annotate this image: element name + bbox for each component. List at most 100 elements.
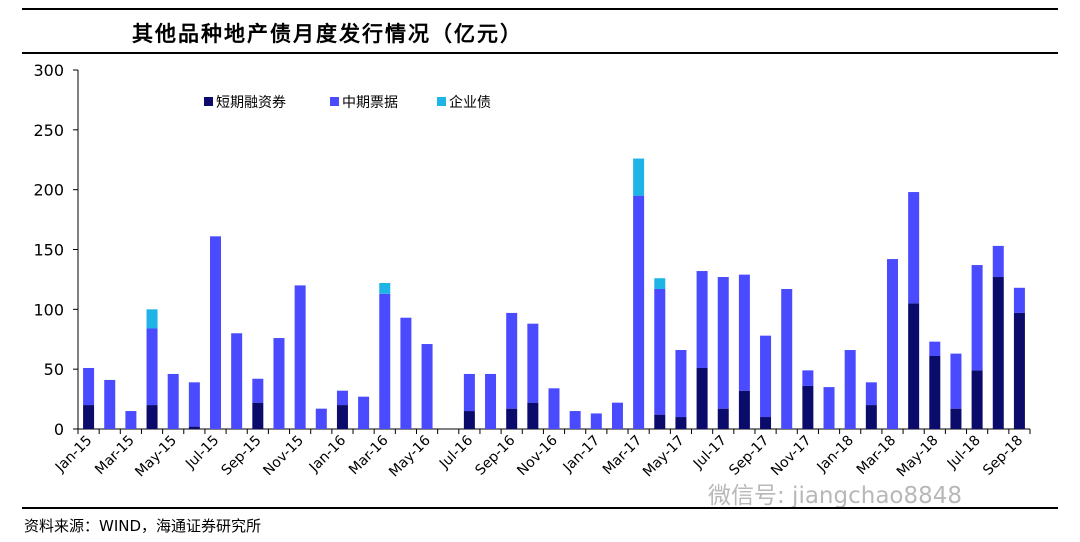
bar-short-term-Feb-18 xyxy=(865,405,877,429)
bar-short-term-May-17 xyxy=(675,417,687,429)
bar-medium-term-Apr-16 xyxy=(400,317,412,429)
bar-medium-term-Aug-17 xyxy=(738,274,750,391)
bar-medium-term-Sep-17 xyxy=(760,335,772,418)
bar-medium-term-Aug-16 xyxy=(485,373,497,429)
bar-medium-term-Jul-15 xyxy=(210,236,222,429)
bar-medium-term-May-16 xyxy=(421,344,433,429)
x-tick-label: Jul-17 xyxy=(690,433,730,473)
legend-label: 中期票据 xyxy=(342,95,398,111)
bar-short-term-Jul-16 xyxy=(463,411,475,429)
bar-short-term-Jan-16 xyxy=(336,405,348,429)
bar-short-term-Nov-17 xyxy=(802,385,814,429)
bar-medium-term-Apr-17 xyxy=(654,288,666,415)
bar-medium-term-Feb-17 xyxy=(611,402,623,429)
bar-medium-term-May-15 xyxy=(167,373,179,429)
bar-medium-term-Jun-17 xyxy=(696,271,708,368)
bar-short-term-Jun-18 xyxy=(950,408,962,429)
bar-enterprise-Mar-17 xyxy=(633,158,645,196)
legend-swatch xyxy=(437,97,446,106)
bar-short-term-Aug-17 xyxy=(738,390,750,429)
watermark: 微信号: jiangchao8848 xyxy=(708,483,963,509)
x-tick-label: Mar-15 xyxy=(92,433,138,479)
bar-medium-term-Jan-18 xyxy=(844,350,856,429)
bar-medium-term-Mar-18 xyxy=(886,259,898,429)
y-tick-label: 250 xyxy=(33,121,64,140)
bar-medium-term-Nov-16 xyxy=(548,388,560,429)
bar-medium-term-Dec-15 xyxy=(315,408,327,429)
bar-medium-term-Jul-16 xyxy=(463,373,475,412)
source-note: 资料来源：WIND，海通证券研究所 xyxy=(24,517,262,535)
bar-enterprise-Apr-17 xyxy=(654,278,666,289)
bar-short-term-Jul-17 xyxy=(717,408,729,429)
bar-medium-term-Feb-18 xyxy=(865,382,877,406)
legend-swatch xyxy=(330,97,339,106)
bar-short-term-Apr-18 xyxy=(908,303,920,429)
top-rule xyxy=(22,8,1058,10)
x-tick-label: Jan-17 xyxy=(560,433,603,476)
bar-medium-term-Mar-17 xyxy=(633,195,645,429)
x-tick-label: Nov-15 xyxy=(260,433,307,480)
bar-short-term-Aug-18 xyxy=(992,277,1004,429)
bar-medium-term-Jan-17 xyxy=(590,413,602,429)
bar-short-term-Apr-15 xyxy=(146,405,158,429)
y-tick-label: 150 xyxy=(33,241,64,260)
bar-short-term-Jul-18 xyxy=(971,370,983,429)
bar-medium-term-Nov-15 xyxy=(294,285,306,429)
bar-medium-term-Dec-17 xyxy=(823,387,835,429)
x-tick-label: Nov-16 xyxy=(514,432,561,479)
bar-medium-term-Feb-16 xyxy=(358,396,370,429)
bottom-rule xyxy=(22,507,1058,509)
x-tick-label: Sep-17 xyxy=(726,433,772,479)
bar-medium-term-Jan-16 xyxy=(336,390,348,406)
x-tick-label: Sep-16 xyxy=(472,432,518,478)
x-tick-label: Mar-18 xyxy=(854,433,900,479)
bar-medium-term-Sep-18 xyxy=(1013,287,1025,313)
y-tick-label: 300 xyxy=(33,61,64,80)
x-tick-label: May-17 xyxy=(640,433,688,481)
bar-medium-term-Apr-15 xyxy=(146,328,158,406)
bar-short-term-Jun-17 xyxy=(696,367,708,429)
y-tick-label: 100 xyxy=(33,300,64,319)
x-tick-label: Jan-15 xyxy=(52,433,95,476)
x-tick-label: Mar-17 xyxy=(600,433,646,479)
bar-medium-term-Jul-17 xyxy=(717,277,729,409)
bar-short-term-Sep-15 xyxy=(252,402,264,429)
legend-label: 短期融资券 xyxy=(216,95,286,111)
x-tick-label: Mar-16 xyxy=(346,432,392,478)
bar-medium-term-Jun-18 xyxy=(950,353,962,409)
x-tick-label: May-18 xyxy=(894,433,942,481)
bar-medium-term-Oct-17 xyxy=(781,288,793,429)
bar-medium-term-Jun-15 xyxy=(188,382,200,427)
x-tick-label: Sep-15 xyxy=(219,433,265,479)
bar-medium-term-Mar-16 xyxy=(379,293,391,429)
bar-short-term-Sep-18 xyxy=(1013,312,1025,429)
bar-medium-term-Dec-16 xyxy=(569,411,581,429)
legend-label: 企业债 xyxy=(449,94,491,111)
x-tick-label: Jul-18 xyxy=(944,433,984,473)
bar-medium-term-Aug-15 xyxy=(231,333,243,429)
bar-enterprise-Apr-15 xyxy=(146,309,158,329)
bar-short-term-Apr-17 xyxy=(654,414,666,429)
x-tick-label: Sep-18 xyxy=(980,433,1026,479)
x-tick-label: Jul-15 xyxy=(182,433,222,473)
x-tick-label: Jul-16 xyxy=(436,432,476,472)
bar-medium-term-Oct-16 xyxy=(527,323,539,403)
bar-short-term-May-18 xyxy=(929,356,941,429)
x-tick-label: Jan-16 xyxy=(306,432,350,476)
x-tick-label: Nov-17 xyxy=(768,433,815,480)
bar-medium-term-Feb-15 xyxy=(104,379,116,429)
bar-short-term-Sep-17 xyxy=(760,417,772,429)
bar-short-term-Jan-15 xyxy=(83,405,95,429)
bar-medium-term-Sep-16 xyxy=(506,312,518,409)
chart-title: 其他品种地产债月度发行情况（亿元） xyxy=(132,22,523,46)
bar-medium-term-Apr-18 xyxy=(908,192,920,304)
bar-medium-term-Mar-15 xyxy=(125,411,137,429)
bar-medium-term-Aug-18 xyxy=(992,245,1004,278)
bar-short-term-Oct-16 xyxy=(527,402,539,429)
bar-medium-term-Jan-15 xyxy=(83,367,95,406)
title-rule xyxy=(22,52,1058,54)
bar-short-term-Sep-16 xyxy=(506,408,518,429)
y-tick-label: 50 xyxy=(44,360,64,379)
x-tick-label: May-15 xyxy=(132,433,180,481)
